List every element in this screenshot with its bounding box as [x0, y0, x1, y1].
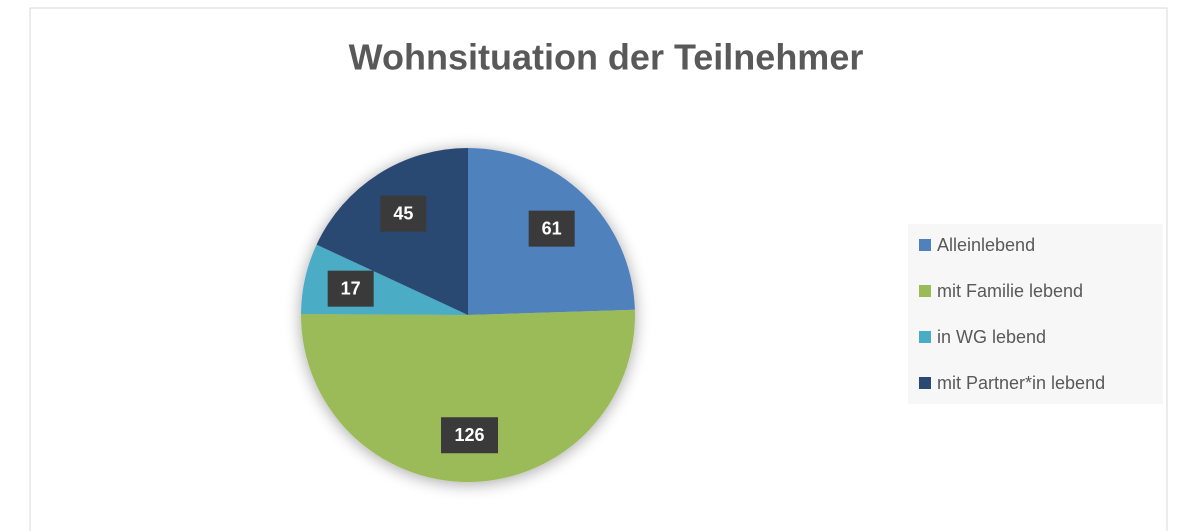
- data-label-box: [441, 417, 499, 454]
- data-label-box: [380, 195, 427, 232]
- chart-title: Wohnsituation der Teilnehmer: [349, 37, 864, 78]
- data-label-box: [327, 270, 374, 307]
- legend-label: mit Familie lebend: [937, 281, 1083, 301]
- data-label: 126: [454, 425, 484, 445]
- legend-swatch: [919, 331, 931, 343]
- legend-swatch: [919, 377, 931, 389]
- legend-swatch: [919, 285, 931, 297]
- data-label: 61: [542, 218, 562, 238]
- data-label-box: [528, 210, 575, 247]
- pie-slice: [301, 309, 635, 482]
- legend-swatch: [919, 239, 931, 251]
- data-label: 45: [393, 203, 413, 223]
- legend-box: [908, 224, 1163, 404]
- data-label: 17: [341, 278, 361, 298]
- legend-label: in WG lebend: [937, 327, 1046, 347]
- legend-label: mit Partner*in lebend: [937, 373, 1105, 393]
- pie: [301, 148, 635, 482]
- legend-label: Alleinlebend: [937, 235, 1035, 255]
